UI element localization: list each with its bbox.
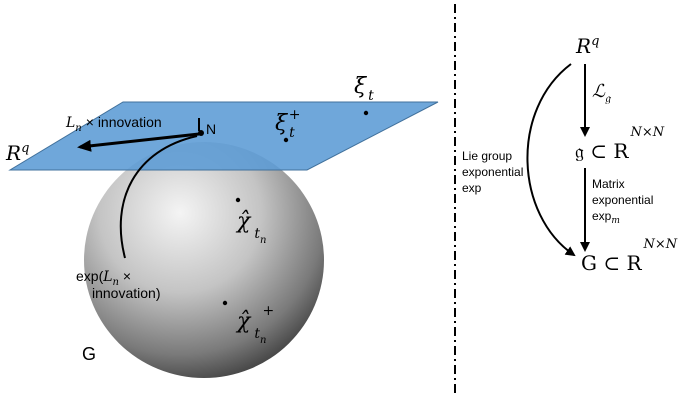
matrix-exp-line3: expm xyxy=(592,209,620,226)
exp-label-line1: exp(Ln × xyxy=(76,268,131,288)
right-group-label: G ⊂ RN×N xyxy=(581,237,678,275)
lie-group-line3: exp xyxy=(462,181,482,195)
plane-label: Rq xyxy=(5,141,29,165)
exp-curve xyxy=(119,135,198,259)
xi-t-plus-label: ξ t+ xyxy=(275,107,301,141)
lie-group-line1: Lie group xyxy=(462,149,512,163)
lie-map-label: ℒ𝔤 xyxy=(592,81,612,105)
lie-group-exp-curve xyxy=(526,63,576,257)
identity-label: N xyxy=(206,121,216,137)
chi-hat-label: χ̂ tn xyxy=(235,209,266,246)
identity-point xyxy=(198,130,204,136)
matrix-exp-line1: Matrix xyxy=(592,177,625,191)
lie-group-line2: exponential xyxy=(462,165,523,179)
xi-t-point xyxy=(363,110,369,116)
right-top-label: Rq xyxy=(575,34,599,58)
exp-label-line2: innovation) xyxy=(92,285,161,301)
chi-hat-point xyxy=(235,197,241,203)
xi-t-plus-point xyxy=(283,137,289,143)
lie-group-sphere xyxy=(84,142,324,378)
tangent-plane xyxy=(8,101,439,171)
chi-hat-plus-label: χ̂ tn+ xyxy=(235,303,274,346)
group-label-left: G xyxy=(82,344,96,364)
tangent-arrow xyxy=(77,132,200,152)
matrix-exp-line2: exponential xyxy=(592,193,653,207)
algebra-label: 𝔤 ⊂ RN×N xyxy=(575,125,665,163)
tangent-arrow-label: Ln × innovation xyxy=(65,114,162,134)
chi-hat-plus-point xyxy=(222,300,228,306)
